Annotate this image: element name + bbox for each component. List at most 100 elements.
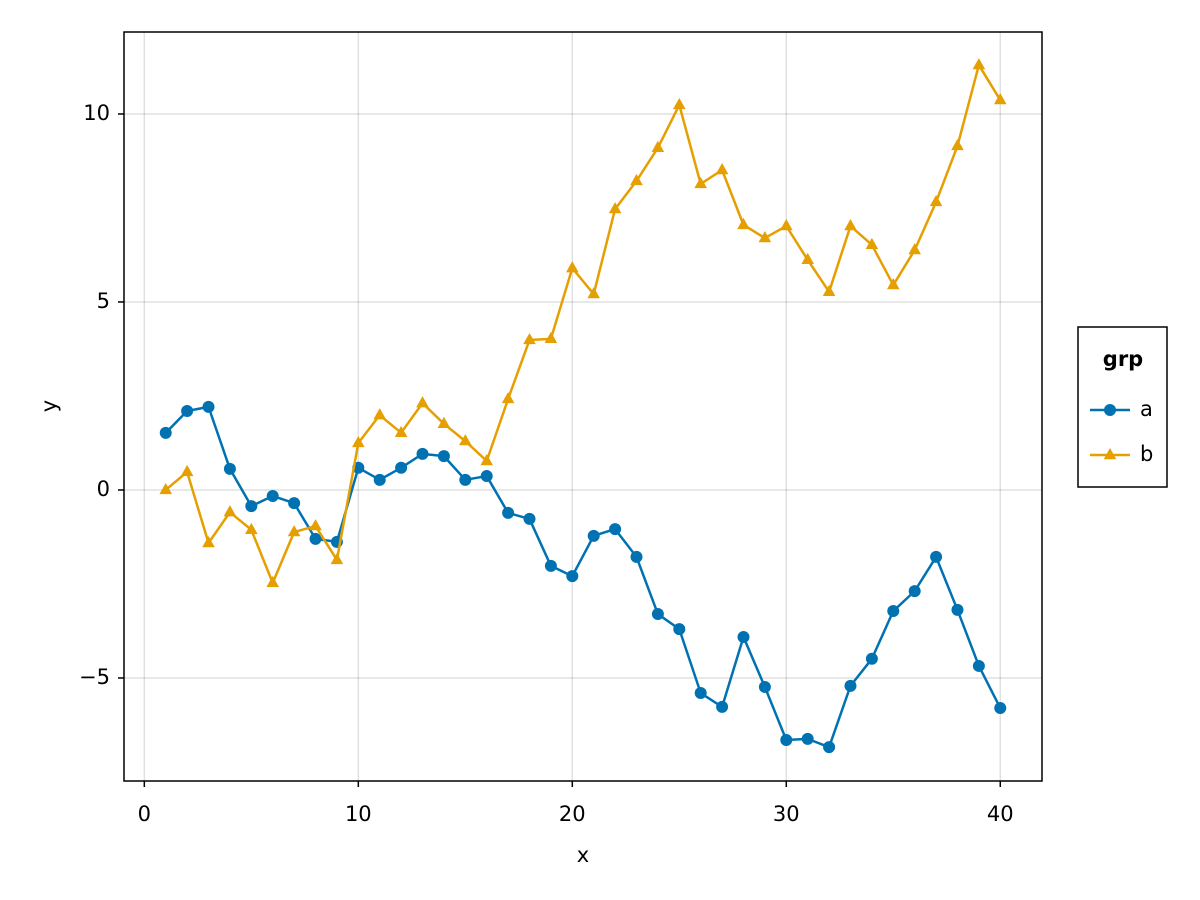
y-axis-label: y: [37, 400, 61, 412]
marker: [459, 434, 472, 446]
marker: [608, 202, 622, 214]
series-line: [164, 63, 1002, 585]
marker: [929, 194, 943, 207]
marker: [672, 97, 686, 110]
marker: [159, 482, 173, 495]
marker: [630, 173, 643, 186]
marker: [951, 138, 964, 151]
y-tick-label: 5: [97, 289, 110, 313]
legend-title: grp: [1103, 347, 1143, 371]
marker: [501, 391, 515, 404]
marker: [180, 464, 194, 477]
marker: [694, 687, 707, 700]
marker: [651, 608, 664, 621]
x-tick-label: 40: [987, 802, 1014, 826]
marker: [202, 535, 215, 548]
marker: [437, 416, 451, 428]
marker: [544, 331, 558, 344]
marker: [887, 605, 900, 618]
marker: [395, 461, 408, 474]
marker: [844, 679, 857, 692]
marker: [801, 732, 814, 745]
marker: [373, 408, 387, 420]
marker: [779, 219, 793, 231]
y-tick-label: 10: [83, 101, 110, 125]
marker: [886, 278, 900, 290]
legend-swatch-marker: [1104, 404, 1116, 416]
marker: [480, 470, 493, 483]
legend: grp ab: [1077, 326, 1168, 488]
marker: [309, 532, 322, 545]
marker: [715, 162, 729, 175]
y-tick-label: 0: [97, 477, 110, 501]
marker: [993, 93, 1007, 105]
legend-frame: [1077, 326, 1168, 488]
marker: [566, 570, 579, 583]
marker: [673, 623, 686, 636]
marker: [908, 585, 921, 598]
marker: [737, 630, 750, 643]
marker: [758, 680, 771, 693]
marker: [865, 237, 879, 250]
marker: [394, 425, 408, 438]
x-tick-label: 20: [559, 802, 586, 826]
marker: [159, 426, 172, 439]
marker: [288, 497, 301, 510]
legend-label: a: [1140, 397, 1153, 421]
marker: [416, 447, 429, 460]
marker: [502, 506, 515, 519]
x-tick-label: 30: [773, 802, 800, 826]
marker: [609, 523, 622, 536]
marker: [223, 462, 236, 475]
y-tick-label: −5: [79, 665, 110, 689]
marker: [266, 575, 280, 588]
marker: [330, 552, 344, 565]
marker: [780, 734, 793, 747]
marker: [309, 519, 322, 531]
marker: [566, 261, 579, 273]
marker: [737, 217, 750, 230]
plot-frame: [123, 31, 1043, 782]
marker: [245, 500, 258, 513]
marker: [994, 702, 1007, 715]
marker: [758, 231, 772, 243]
marker: [202, 400, 215, 413]
x-axis-label: x: [577, 843, 589, 867]
marker: [694, 176, 707, 189]
marker: [908, 243, 921, 255]
marker: [844, 219, 857, 231]
legend-label: b: [1140, 442, 1153, 466]
marker: [822, 284, 836, 297]
marker: [416, 396, 429, 408]
marker: [352, 435, 365, 448]
marker: [480, 454, 494, 466]
marker: [651, 140, 665, 153]
marker: [266, 489, 279, 502]
marker: [716, 700, 729, 713]
marker: [287, 525, 301, 537]
x-tick-label: 0: [138, 802, 151, 826]
marker: [587, 287, 600, 299]
marker: [587, 529, 600, 542]
marker: [223, 505, 237, 517]
marker: [630, 550, 643, 563]
marker: [865, 652, 878, 665]
marker: [523, 512, 536, 525]
marker: [801, 252, 814, 265]
marker: [972, 659, 985, 672]
marker: [823, 741, 836, 754]
marker: [459, 473, 472, 486]
series-line: [164, 405, 1002, 749]
legend-swatch-marker: [1103, 448, 1117, 460]
marker: [437, 450, 450, 463]
marker: [181, 405, 194, 418]
marker: [951, 603, 964, 616]
marker: [523, 332, 536, 345]
marker: [930, 550, 943, 563]
marker: [373, 473, 386, 486]
marker: [972, 58, 986, 70]
marker: [245, 522, 258, 535]
x-tick-label: 10: [345, 802, 372, 826]
marker: [544, 559, 557, 572]
